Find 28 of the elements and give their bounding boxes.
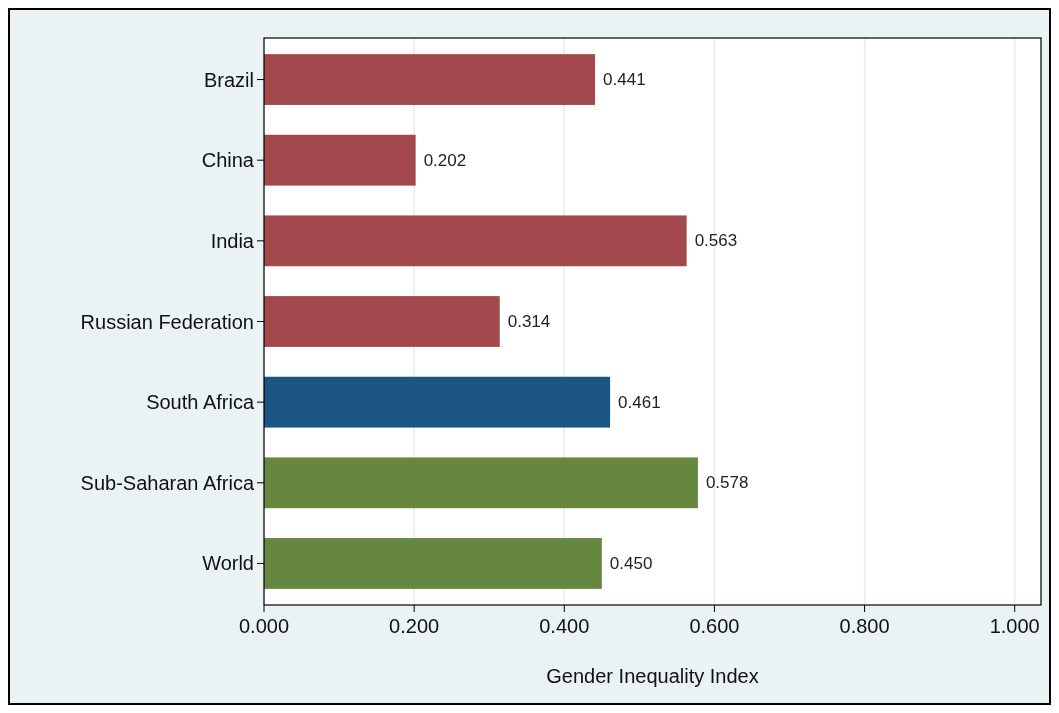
x-axis-title: Gender Inequality Index	[546, 665, 759, 687]
y-tick-label: India	[210, 229, 255, 252]
bar	[264, 134, 416, 186]
bar	[264, 538, 602, 589]
x-tick-label: 1.000	[989, 615, 1040, 637]
bar	[264, 215, 687, 267]
bar	[264, 457, 698, 509]
x-tick-label: 0.000	[238, 615, 290, 637]
data-label: 0.563	[694, 231, 738, 251]
y-tick-label: Russian Federation	[80, 310, 254, 333]
x-tick-label: 0.600	[689, 615, 740, 637]
data-label: 0.450	[609, 553, 653, 573]
x-tick-label: 0.800	[839, 615, 890, 637]
bar	[264, 376, 611, 428]
data-label: 0.202	[423, 150, 467, 170]
data-label: 0.314	[507, 312, 551, 331]
x-tick-label: 0.400	[539, 615, 590, 637]
bar	[264, 296, 500, 347]
data-label: 0.578	[705, 473, 749, 493]
y-tick-label: Sub-Saharan Africa	[80, 471, 255, 494]
data-label: 0.461	[618, 392, 661, 412]
y-tick-label: World	[202, 552, 254, 575]
bar	[264, 54, 596, 105]
y-tick-label: South Africa	[146, 391, 255, 414]
y-tick-label: China	[201, 149, 255, 172]
x-tick-label: 0.200	[389, 615, 440, 637]
data-label: 0.441	[603, 70, 646, 90]
y-tick-label: Brazil	[203, 68, 254, 91]
